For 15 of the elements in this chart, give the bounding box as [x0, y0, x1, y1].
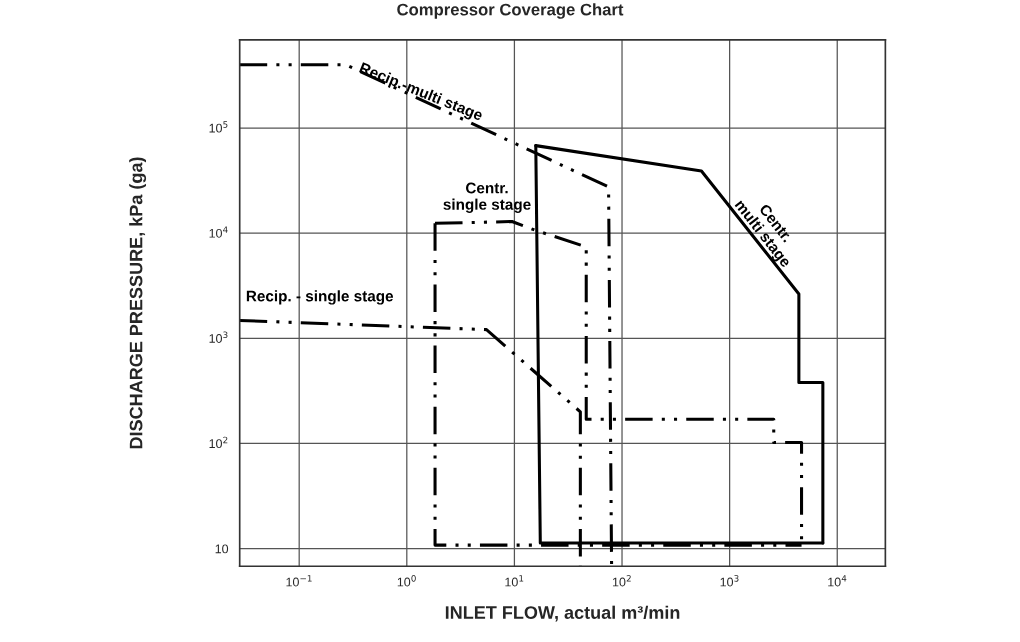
chart-title: Compressor Coverage Chart — [397, 3, 624, 19]
y-tick-label: 10$^{2}$ — [209, 436, 228, 449]
x-tick-label: 10$^{3}$ — [720, 575, 739, 587]
y-axis-title: DISCHARGE PRESSURE, kPa (ga) — [129, 157, 147, 449]
y-tick-label: 10$^{4}$ — [209, 226, 228, 238]
y-tick-label: 10$^{3}$ — [209, 331, 228, 343]
x-tick-label: 10$^{4}$ — [828, 575, 847, 587]
x-tick-label: 10$^{1}$ — [505, 575, 524, 587]
y-tick-label: 10$^{5}$ — [209, 121, 228, 133]
y-tick-label: 10 — [215, 544, 229, 554]
series-label: Recip. - single stage — [246, 290, 394, 305]
x-tick-label: 10$^{0}$ — [397, 575, 416, 587]
x-tick-label: 10$^{2}$ — [612, 575, 631, 587]
x-tick-label: 10$^{−1}$ — [286, 575, 312, 587]
x-axis-title: INLET FLOW, actual m³/min — [445, 605, 680, 622]
